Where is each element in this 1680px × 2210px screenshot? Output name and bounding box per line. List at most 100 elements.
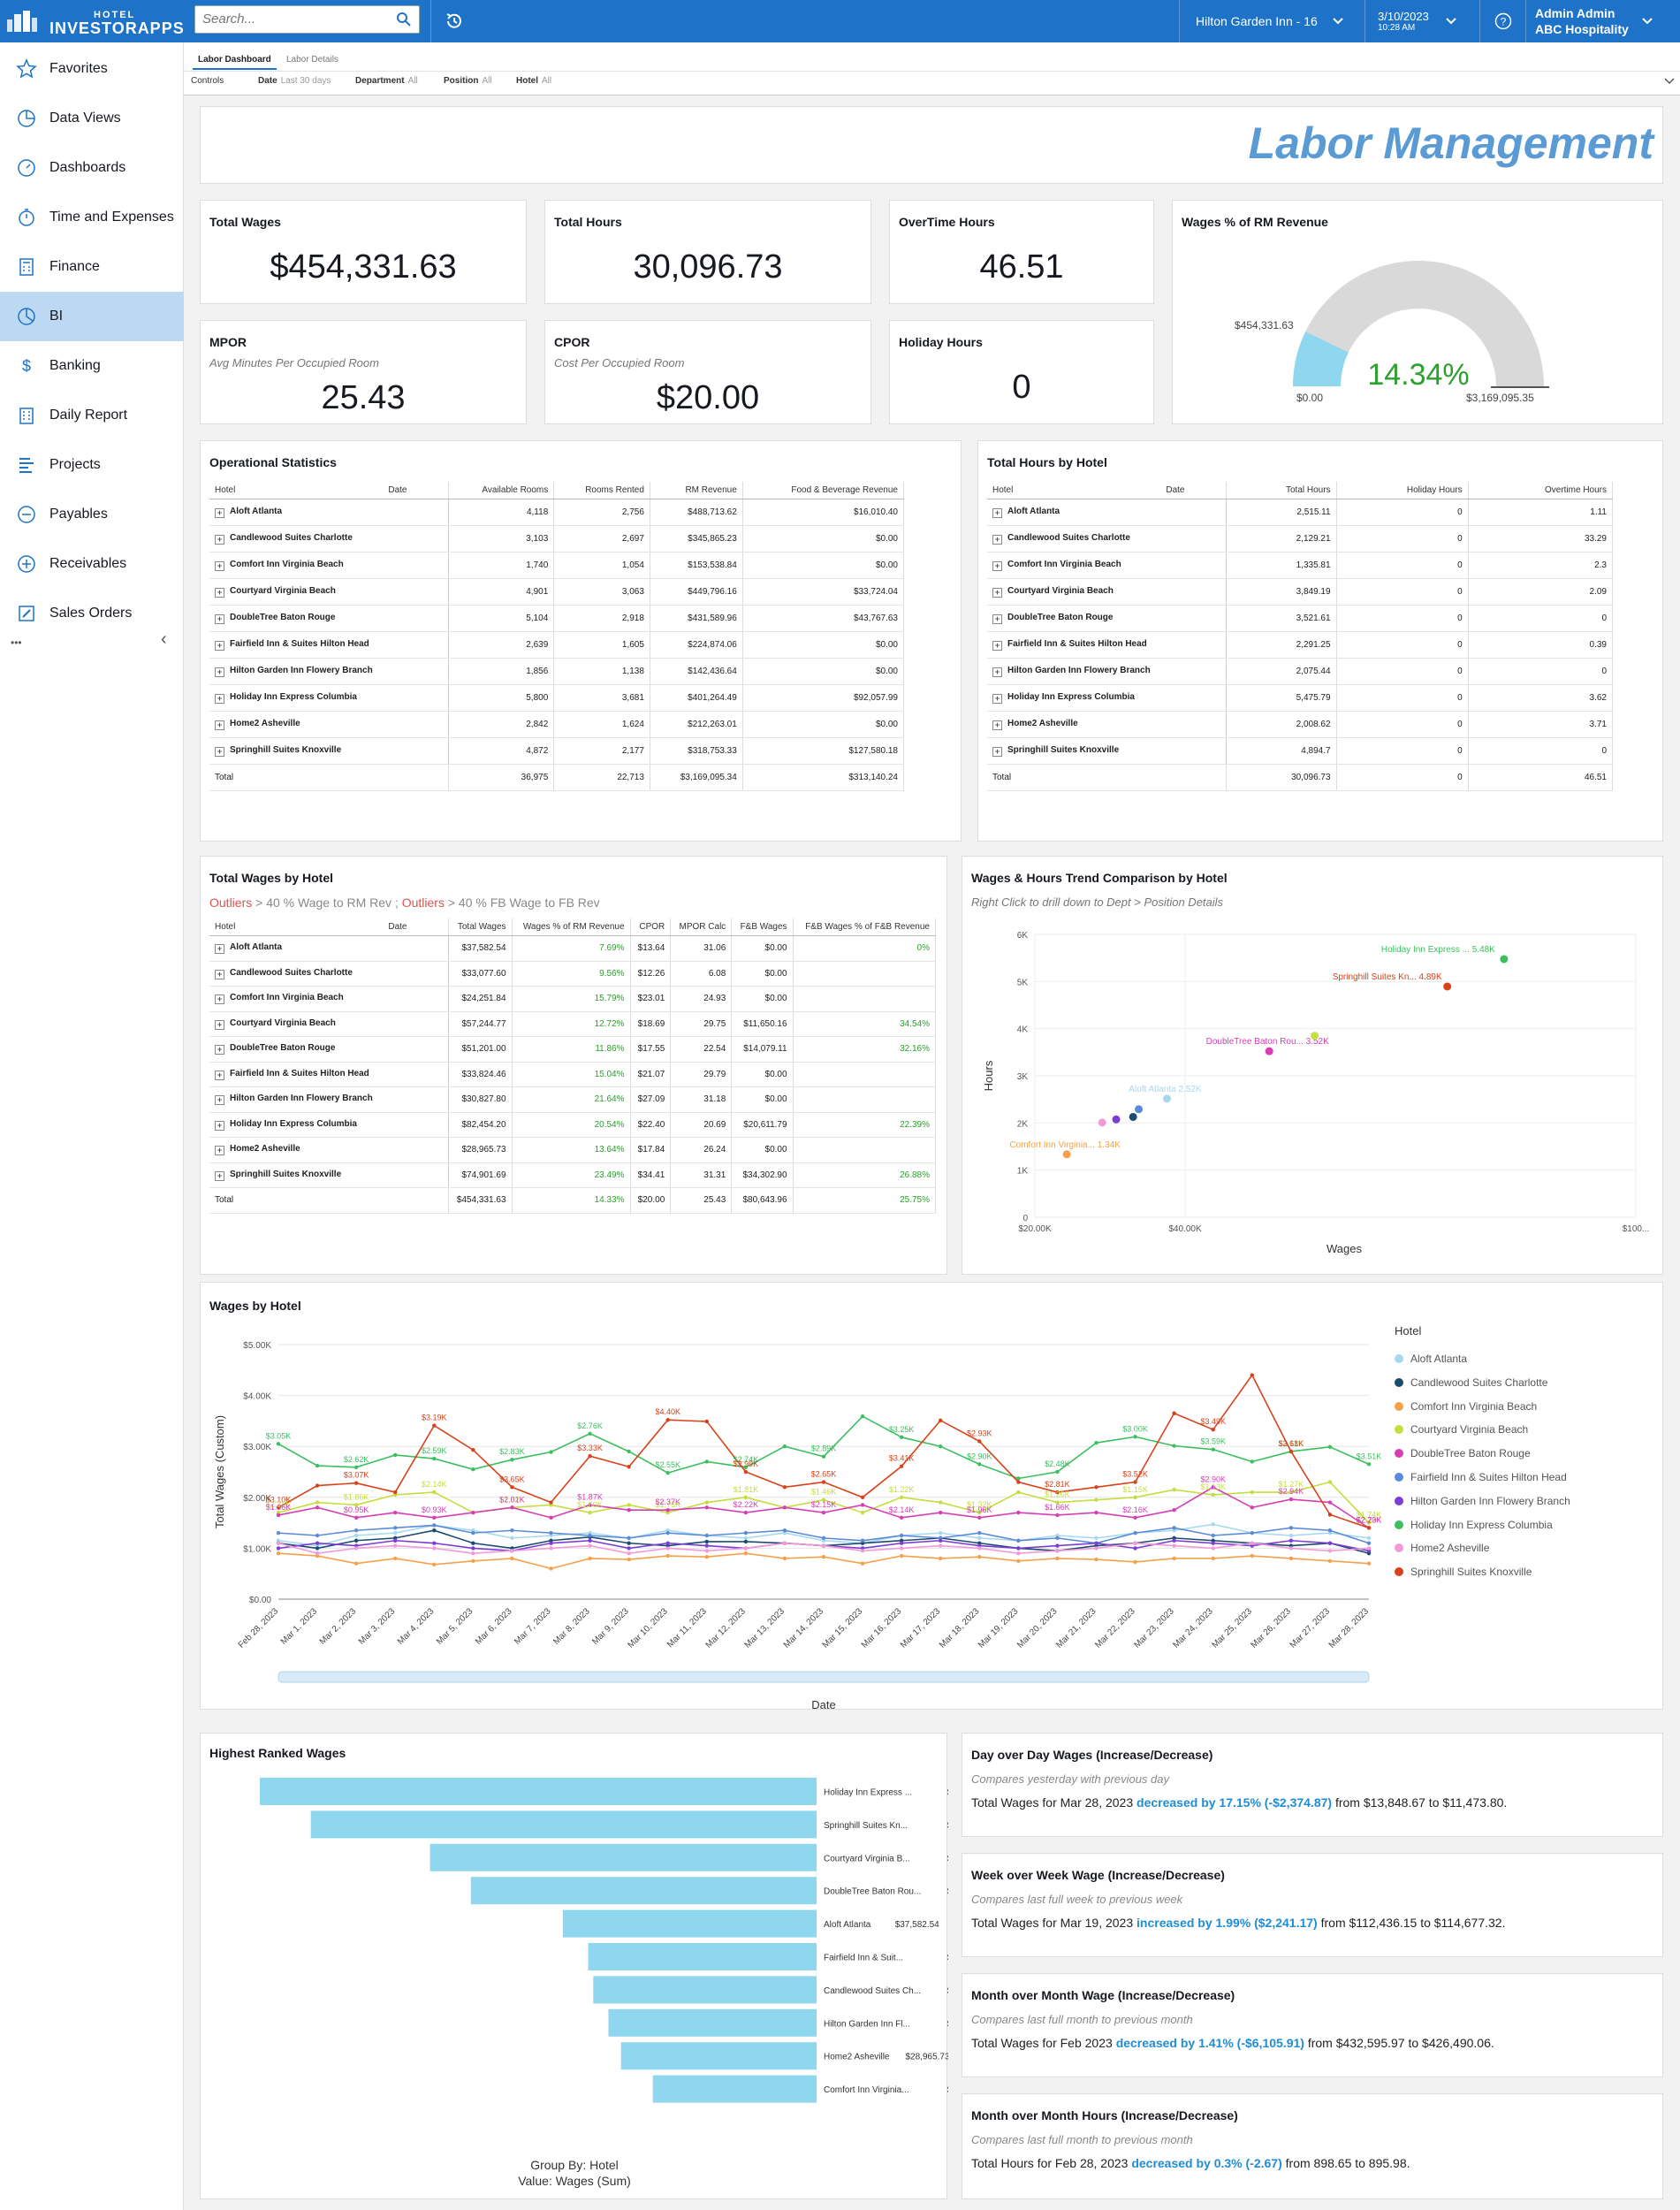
sidebar-item-time-and-expenses[interactable]: Time and Expenses [0,193,184,242]
table-row[interactable]: + Springhill Suites Knoxville $74,901.69 23… [209,1162,937,1188]
table-row[interactable]: + Hilton Garden Inn Flowery Branch 2,075.4… [987,658,1614,685]
series-point[interactable] [1211,1447,1215,1452]
series-point[interactable] [315,1541,320,1545]
funnel-bar[interactable] [260,1778,817,1805]
sidebar-item-favorites[interactable]: Favorites [0,44,184,94]
series-point[interactable] [860,1495,865,1499]
series-point[interactable] [471,1546,475,1551]
funnel-bar[interactable] [470,1877,817,1905]
series-point[interactable] [1211,1546,1215,1551]
expand-icon[interactable]: + [215,1045,224,1055]
table-row[interactable]: + DoubleTree Baton Rouge $51,201.00 11.86% $… [209,1036,937,1063]
kpi-total-hours[interactable]: Total Hours 30,096.73 [544,200,871,304]
series-point[interactable] [782,1556,787,1561]
series-point[interactable] [1094,1440,1098,1445]
series-point[interactable] [1289,1490,1294,1495]
series-point[interactable] [432,1515,437,1520]
expand-icon[interactable]: + [992,667,1002,677]
series-point[interactable] [432,1541,437,1545]
series-point[interactable] [1172,1543,1176,1548]
series-point[interactable] [276,1530,281,1536]
series-point[interactable] [627,1536,631,1541]
series-point[interactable] [1289,1449,1294,1454]
series-point[interactable] [1016,1546,1021,1551]
series-point[interactable] [743,1546,749,1551]
series-point[interactable] [1133,1541,1137,1545]
expand-icon[interactable]: + [992,561,1002,571]
series-point[interactable] [1250,1553,1254,1558]
series-point[interactable] [353,1503,359,1507]
scatter-point[interactable] [1265,1047,1273,1055]
series-point[interactable] [899,1515,904,1520]
table-row[interactable]: + Springhill Suites Knoxville 4,894.7 0 0 [987,737,1614,765]
series-point[interactable] [1366,1536,1372,1541]
legend-item[interactable]: Courtyard Virginia Beach [1395,1423,1528,1436]
series-point[interactable] [704,1543,709,1548]
series-point[interactable] [315,1463,320,1468]
column-header[interactable]: MPOR Calc [670,918,733,936]
series-point[interactable] [977,1530,982,1536]
series-point[interactable] [1366,1546,1372,1551]
scatter-card[interactable]: Wages & Hours Trend Comparison by Hotel … [962,856,1663,1275]
scatter-point[interactable] [1129,1112,1137,1121]
series-point[interactable] [1250,1490,1254,1495]
series-point[interactable] [353,1538,359,1543]
sidebar-item-data-views[interactable]: Data Views [0,94,184,143]
series-point[interactable] [665,1546,670,1551]
series-point[interactable] [899,1541,904,1545]
series-point[interactable] [510,1528,514,1533]
table-row[interactable]: + Candlewood Suites Charlotte 2,129.21 0 33.… [987,525,1614,552]
series-point[interactable] [1055,1500,1060,1505]
series-point[interactable] [1016,1538,1021,1543]
table-row[interactable]: + Holiday Inn Express Columbia 5,475.79 0 3.… [987,684,1614,712]
series-point[interactable] [1327,1528,1333,1533]
sidebar-item-projects[interactable]: Projects [0,440,184,490]
series-point[interactable] [1327,1444,1333,1449]
series-point[interactable] [1327,1541,1333,1545]
series-point[interactable] [627,1546,631,1551]
legend-item[interactable]: Holiday Inn Express Columbia [1395,1519,1553,1531]
table-row[interactable]: + Comfort Inn Virginia Beach 1,335.81 0 2.3 [987,552,1614,579]
table-row[interactable]: + DoubleTree Baton Rouge 5,104 2,918 $431,58… [209,605,905,632]
expand-icon[interactable]: + [215,694,224,704]
series-point[interactable] [899,1495,904,1499]
series-point[interactable] [353,1515,359,1520]
series-point[interactable] [588,1533,592,1538]
column-header[interactable]: Date [388,485,407,495]
column-header[interactable]: F&B Wages % of F&B Revenue [793,918,937,936]
scatter-point[interactable] [1443,982,1452,991]
series-point[interactable] [588,1543,592,1548]
legend-item[interactable]: Fairfield Inn & Suites Hilton Head [1395,1471,1567,1483]
table-row[interactable]: + Springhill Suites Knoxville 4,872 2,177 $3… [209,737,905,765]
series-point[interactable] [1133,1559,1137,1565]
column-header[interactable]: Hotel [215,485,236,495]
column-header[interactable]: Total Wages [448,918,513,936]
table-row[interactable]: + Fairfield Inn & Suites Hilton Head $33,8… [209,1062,937,1087]
expand-icon[interactable]: + [992,694,1002,704]
series-point[interactable] [1094,1546,1098,1551]
funnel-chart[interactable]: Holiday Inn Express ... Springhill Suites… [201,1734,948,2200]
sidebar-item-dashboards[interactable]: Dashboards [0,143,184,193]
series-point[interactable] [821,1543,826,1548]
kpi-holiday-hours[interactable]: Holiday Hours 0 [889,320,1154,424]
series-point[interactable] [665,1553,670,1558]
series-point[interactable] [1094,1557,1098,1562]
scatter-point[interactable] [1112,1115,1121,1124]
series-point[interactable] [1366,1561,1372,1566]
search-input[interactable] [195,6,390,31]
table-row[interactable]: + Candlewood Suites Charlotte $33,077.60 9.… [209,961,937,987]
series-point[interactable] [627,1449,631,1454]
date-control[interactable]: Date Last 30 days [258,76,331,86]
series-point[interactable] [977,1510,982,1515]
series-point[interactable] [315,1483,320,1488]
series-point[interactable] [276,1541,281,1545]
funnel-bar[interactable] [562,1909,817,1938]
series-point[interactable] [393,1526,398,1530]
series-point[interactable] [1366,1526,1372,1530]
column-header[interactable]: Overtime Hours [1468,482,1614,499]
series-point[interactable] [1172,1487,1176,1492]
column-header[interactable]: Hotel [215,922,236,932]
expand-icon[interactable]: + [215,1146,224,1156]
series-point[interactable] [315,1546,320,1551]
more-icon[interactable]: ••• [11,636,22,649]
